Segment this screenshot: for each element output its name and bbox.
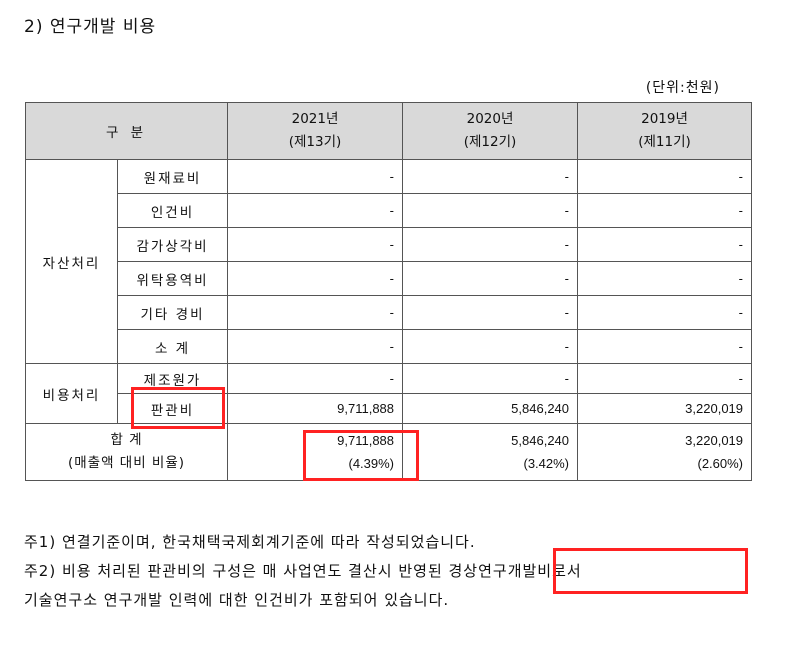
row-label: 위탁용역비 [116, 261, 229, 296]
table-cell: - [402, 295, 579, 330]
table-cell: - [402, 261, 579, 296]
note-line: 기술연구소 연구개발 인력에 대한 인건비가 포함되어 있습니다. [24, 591, 450, 609]
row-label: 인건비 [116, 193, 229, 228]
table-cell: - [402, 193, 579, 228]
table-cell: - [227, 159, 404, 194]
table-cell: - [577, 363, 753, 394]
total-cell: 3,220,019 (2.60%) [577, 423, 753, 481]
table-cell: 5,846,240 [402, 393, 579, 424]
row-label: 감가상각비 [116, 227, 229, 262]
section-title: 2) 연구개발 비용 [24, 17, 157, 37]
total-cell: 5,846,240 (3.42%) [402, 423, 579, 481]
header-year-2019: 2019년 (제11기) [577, 102, 753, 160]
table-row: 소 계 - - - [26, 329, 753, 364]
asset-group-label: 자산처리 [25, 159, 118, 364]
table-row: 감가상각비 - - - [26, 227, 753, 262]
table-cell: - [402, 159, 579, 194]
header-row: 구 분 2021년 (제13기) 2020년 (제12기) 2019년 (제11기) [24, 102, 753, 160]
rnd-cost-table: 구 분 2021년 (제13기) 2020년 (제12기) 2019년 (제11기) … [24, 102, 753, 481]
table-cell: - [577, 193, 753, 228]
table-cell: - [402, 329, 579, 364]
total-label: 합 계 (매출액 대비 비율) [24, 423, 229, 481]
header-year-2021: 2021년 (제13기) [227, 102, 404, 160]
row-label: 기타 경비 [116, 295, 229, 330]
note-line: 주2) 비용 처리된 판관비의 구성은 매 사업연도 결산시 반영된 경상연구개… [24, 562, 582, 580]
row-label: 판관비 [116, 393, 229, 424]
table-cell: - [577, 261, 753, 296]
table-cell: - [577, 295, 753, 330]
highlight-box-total-2021 [303, 430, 419, 481]
table-row: 인건비 - - - [26, 193, 753, 228]
table-cell: - [402, 363, 579, 394]
table-cell: - [227, 295, 404, 330]
table-cell: - [227, 261, 404, 296]
highlight-box-note [553, 548, 748, 594]
table-cell: - [402, 227, 579, 262]
unit-label: (단위:천원) [645, 80, 720, 96]
row-label: 원재료비 [116, 159, 229, 194]
table-cell: - [227, 363, 404, 394]
table-cell: - [227, 193, 404, 228]
table-cell: - [577, 329, 753, 364]
table-cell: - [577, 159, 753, 194]
notes: 주1) 연결기준이며, 한국채택국제회계기준에 따라 작성되었습니다. 주2) … [24, 528, 582, 615]
table-row: 비용처리 제조원가 - - - [25, 363, 753, 424]
table-row: 판관비 9,711,888 5,846,240 3,220,019 [26, 393, 753, 424]
table-cell: - [227, 227, 404, 262]
table-cell: - [227, 329, 404, 364]
header-category: 구 분 [24, 102, 229, 160]
table-cell: 9,711,888 [227, 393, 404, 424]
note-line: 주1) 연결기준이며, 한국채택국제회계기준에 따라 작성되었습니다. [24, 533, 476, 551]
table-row: 자산처리 원재료비 - - - [25, 159, 753, 364]
highlight-box-sga [131, 387, 225, 429]
row-label: 소 계 [116, 329, 229, 364]
table-cell: - [577, 227, 753, 262]
table-row: 기타 경비 - - - [26, 295, 753, 330]
table-cell: 3,220,019 [577, 393, 753, 424]
expense-group-label: 비용처리 [25, 363, 118, 424]
header-year-2020: 2020년 (제12기) [402, 102, 579, 160]
table-row: 위탁용역비 - - - [26, 261, 753, 296]
